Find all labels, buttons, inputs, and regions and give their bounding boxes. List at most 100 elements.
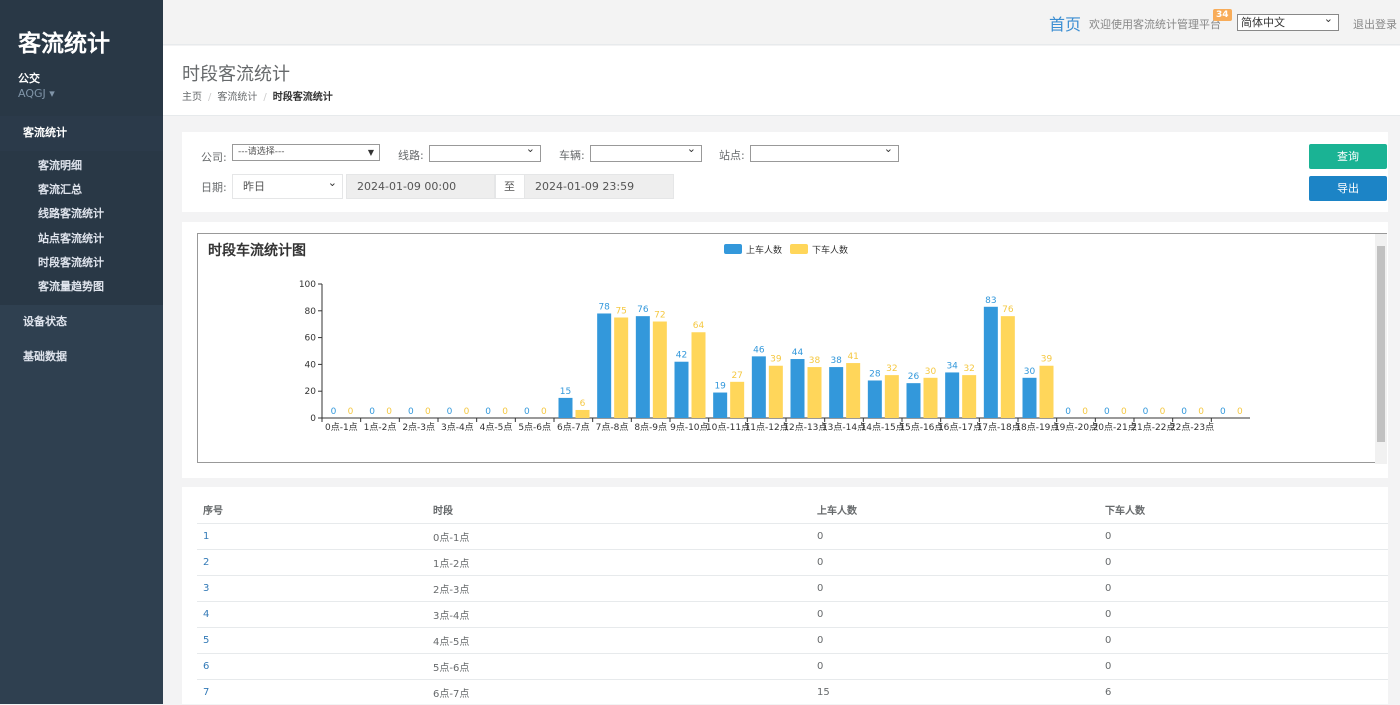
legend-swatch[interactable] (724, 244, 742, 254)
bar[interactable] (713, 392, 728, 418)
sidebar-subitem[interactable]: 客流明细 (38, 159, 82, 172)
start-datetime-input[interactable]: 2024-01-09 00:00 (346, 174, 495, 199)
bar[interactable] (923, 377, 938, 418)
data-label: 30 (925, 367, 937, 377)
bar[interactable] (674, 361, 689, 418)
data-label: 0 (1065, 407, 1071, 417)
bar[interactable] (1000, 316, 1015, 418)
data-label: 83 (985, 296, 996, 306)
data-label: 0 (1198, 407, 1204, 417)
bar[interactable] (635, 316, 650, 418)
bar[interactable] (751, 356, 766, 418)
data-label: 42 (676, 351, 687, 361)
bar[interactable] (768, 365, 783, 418)
bar[interactable] (597, 313, 612, 418)
route-select[interactable] (429, 142, 541, 162)
notification-badge[interactable]: 34 (1213, 9, 1232, 21)
company-select[interactable]: ---请选择--- (232, 144, 380, 161)
bar[interactable] (614, 317, 629, 419)
data-label: 0 (1181, 407, 1187, 417)
data-label: 19 (714, 382, 726, 392)
table-row: 4 3点-4点 0 0 (197, 600, 1388, 627)
caret-down-icon: ▾ (49, 87, 55, 100)
sidebar-subitem-active[interactable]: 时段客流统计 (38, 255, 104, 269)
table-cell: 0 (811, 626, 1099, 653)
y-tick-label: 40 (305, 360, 317, 370)
bar[interactable] (846, 363, 861, 418)
sidebar-subitem[interactable]: 站点客流统计 (38, 231, 104, 245)
data-label: 0 (1220, 407, 1226, 417)
station-select[interactable] (750, 142, 899, 162)
bar[interactable] (983, 306, 998, 418)
table-cell: 7 (197, 678, 427, 705)
data-label: 0 (1237, 407, 1243, 417)
vehicle-select[interactable] (590, 142, 702, 162)
bar[interactable] (906, 383, 921, 418)
user-menu[interactable]: AQGJ ▾ (18, 87, 145, 100)
table-cell: 3 (197, 574, 427, 601)
x-tick-label: 7点-8点 (596, 422, 629, 433)
logout-link[interactable]: 退出登录 (1353, 18, 1397, 31)
y-tick-label: 20 (305, 387, 317, 397)
home-link[interactable]: 首页 (1049, 15, 1082, 34)
bar[interactable] (807, 367, 822, 418)
breadcrumb-item[interactable]: 客流统计 (217, 92, 258, 103)
data-label: 0 (447, 407, 453, 417)
legend-label[interactable]: 上车人数 (746, 244, 782, 256)
bar[interactable] (691, 332, 706, 418)
table-cell: 0 (1099, 522, 1388, 549)
x-tick-label: 14点-15点 (861, 422, 905, 433)
bar[interactable] (884, 375, 899, 418)
x-tick-label: 16点-17点 (938, 422, 982, 433)
scrollbar-thumb[interactable] (1377, 246, 1385, 442)
data-label: 27 (731, 371, 742, 381)
bar[interactable] (790, 359, 805, 418)
sidebar: 客流统计 公交 AQGJ ▾ 客流统计 客流明细 客流汇总 线路客流统计 站点客… (0, 0, 163, 704)
bar[interactable] (730, 381, 745, 418)
end-datetime-input[interactable]: 2024-01-09 23:59 (524, 174, 674, 199)
breadcrumb: 主页 / 客流统计 / 时段客流统计 (182, 92, 333, 103)
bar[interactable] (1039, 365, 1054, 418)
legend-label[interactable]: 下车人数 (812, 244, 848, 256)
sidebar-subitem[interactable]: 线路客流统计 (38, 207, 104, 221)
data-label: 0 (524, 407, 530, 417)
bar[interactable] (945, 372, 960, 418)
breadcrumb-item[interactable]: 主页 (182, 92, 202, 103)
data-label: 38 (809, 356, 821, 366)
sidebar-subitem[interactable]: 客流汇总 (38, 183, 82, 197)
sidebar-item-basic-data[interactable]: 基础数据 (0, 340, 163, 376)
data-label: 76 (637, 305, 649, 315)
date-preset-select[interactable]: 昨日 (232, 171, 343, 199)
range-separator: 至 (495, 174, 525, 199)
table-cell: 0 (1099, 574, 1388, 601)
bar[interactable] (962, 375, 977, 418)
bar[interactable] (575, 409, 590, 418)
bar[interactable] (829, 367, 844, 418)
scrollbar[interactable] (1375, 234, 1387, 464)
data-label: 6 (580, 399, 586, 409)
data-label: 32 (886, 364, 897, 374)
data-label: 34 (946, 361, 958, 371)
export-button[interactable]: 导出 (1309, 176, 1387, 201)
sidebar-item-device-status[interactable]: 设备状态 (0, 305, 163, 341)
bar[interactable] (558, 397, 573, 418)
legend-swatch[interactable] (790, 244, 808, 254)
table-cell: 4点-5点 (427, 626, 811, 653)
x-tick-label: 9点-10点 (670, 422, 708, 433)
bar[interactable] (652, 321, 667, 418)
table-cell: 1 (197, 522, 427, 549)
data-label: 78 (598, 302, 610, 312)
bar[interactable] (867, 380, 882, 418)
query-button[interactable]: 查询 (1309, 144, 1387, 169)
table-cell: 0 (1099, 626, 1388, 653)
bar[interactable] (1022, 377, 1037, 418)
sidebar-item-passenger-stats[interactable]: 客流统计 (0, 116, 163, 151)
data-label: 0 (1082, 407, 1088, 417)
y-tick-label: 60 (305, 334, 317, 344)
language-select[interactable]: 简体中文 (1237, 11, 1339, 31)
data-label: 0 (1104, 407, 1110, 417)
table-cell: 2点-3点 (427, 574, 811, 601)
sidebar-subitem[interactable]: 客流量趋势图 (38, 279, 104, 293)
column-header: 时段 (427, 497, 811, 524)
data-label: 0 (464, 407, 470, 417)
